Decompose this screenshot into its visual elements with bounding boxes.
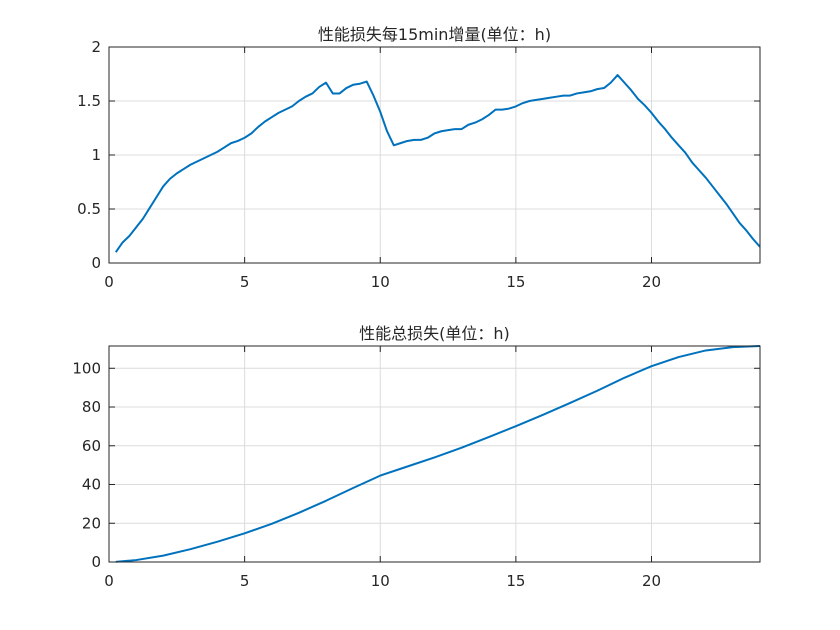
bottom-plot-frame	[108, 345, 761, 563]
bottom-series-line	[115, 345, 761, 563]
bottom-y-tick-label: 80	[82, 398, 101, 416]
bottom-chart-title: 性能总损失(单位：h)	[359, 324, 510, 343]
top-series-line	[114, 74, 761, 253]
top-y-tick-label: 0	[91, 254, 101, 272]
bottom-x-tick-label: 0	[104, 572, 114, 590]
bottom-x-tick-label: 20	[642, 572, 661, 590]
top-y-tick-label: 0.5	[77, 200, 101, 218]
bottom-x-tick-label: 15	[506, 572, 525, 590]
bottom-axes-box	[108, 345, 761, 563]
top-x-tick-label: 20	[642, 273, 661, 291]
top-x-tick-label: 15	[506, 273, 525, 291]
bottom-y-tick-label: 60	[82, 437, 101, 455]
top-y-tick-label: 1.5	[77, 92, 101, 110]
bottom-grid	[109, 346, 760, 562]
top-grid	[109, 47, 760, 263]
bottom-y-tick-label: 20	[82, 514, 101, 532]
bottom-y-tick-label: 0	[91, 553, 101, 571]
bottom-y-tick-label: 100	[72, 359, 101, 377]
bottom-x-tick-label: 10	[371, 572, 390, 590]
top-x-tick-label: 5	[240, 273, 250, 291]
top-y-tick-label: 1	[91, 146, 101, 164]
bottom-y-tick-label: 40	[82, 476, 101, 494]
top-y-tick-label: 2	[91, 38, 101, 56]
top-x-tick-label: 0	[104, 273, 114, 291]
top-x-tick-label: 10	[371, 273, 390, 291]
bottom-x-tick-label: 5	[240, 572, 250, 590]
top-chart-title: 性能损失每15min增量(单位：h)	[318, 25, 551, 44]
top-axes: 0 5 10 15 20 0 0.5 1 1.5 2 性能损失每15min增量(单位：h)	[77, 25, 761, 291]
bottom-axes: 0 5 10 15 20 0 20 40 60 80 100 性能总损失(单位：h)	[72, 324, 761, 590]
